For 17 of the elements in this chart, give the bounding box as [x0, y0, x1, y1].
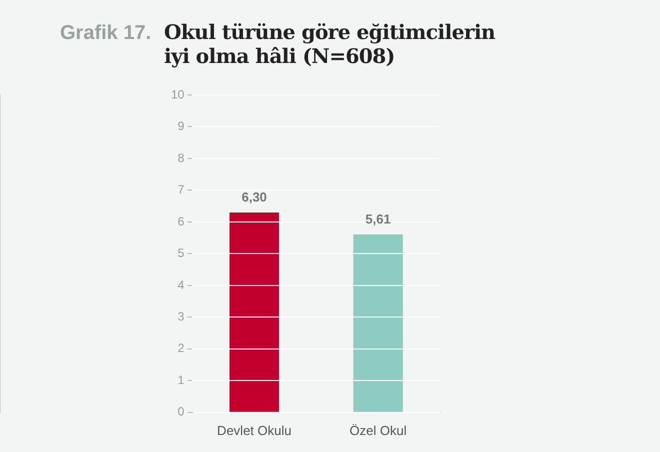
y-tick-label: 6: [178, 214, 185, 228]
chart-title: Okul türüne göre eğitimcilerin iyi olma hâli (N=608): [164, 20, 496, 68]
y-tick-label: 7: [178, 182, 185, 197]
x-tick-label: Devlet Okulu: [217, 422, 292, 438]
y-tick-label: 1: [178, 372, 185, 387]
y-tick-label: 2: [178, 341, 185, 356]
y-tick-label: 8: [178, 150, 185, 165]
y-tick-label: 3: [178, 309, 185, 324]
y-tick-label: 9: [178, 119, 185, 134]
data-label: 6,30: [242, 190, 267, 205]
y-tick-label: 10: [170, 87, 185, 102]
y-tick-label: 5: [178, 246, 185, 260]
y-tick-label: 0: [178, 404, 185, 419]
y-tick-label: 4: [178, 278, 185, 292]
text: Grafik 17.: [60, 22, 152, 45]
x-tick-label: Özel Okul: [350, 422, 407, 438]
data-label: 5,61: [365, 211, 391, 226]
